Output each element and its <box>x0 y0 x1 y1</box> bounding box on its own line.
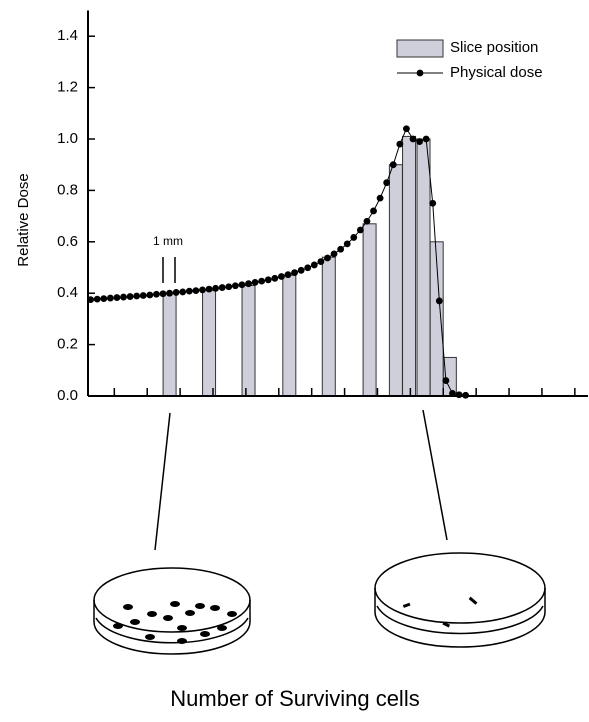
dose-point <box>343 240 351 248</box>
y-tick-label: 1.4 <box>57 27 78 44</box>
dose-point <box>370 207 377 215</box>
y-tick-label: 0.8 <box>57 181 78 198</box>
dose-point <box>455 391 463 399</box>
y-tick-label: 1.0 <box>57 130 78 147</box>
scale-label: 1 mm <box>153 234 183 248</box>
dose-point <box>350 234 358 241</box>
dish-few-cells <box>374 552 546 648</box>
dose-point <box>356 226 364 234</box>
dose-point <box>317 258 325 265</box>
dose-point <box>231 282 239 290</box>
bar <box>321 256 336 397</box>
pointer-line <box>154 412 171 551</box>
dose-point <box>93 295 101 303</box>
dose-point <box>238 281 246 289</box>
bar <box>162 292 177 397</box>
legend-swatch <box>416 69 424 77</box>
bar <box>202 290 217 397</box>
dose-point <box>199 286 206 294</box>
dose-point <box>284 271 292 279</box>
bar <box>282 274 297 397</box>
dose-point <box>324 254 331 262</box>
dose-point <box>153 290 160 298</box>
dose-point <box>120 293 127 301</box>
dose-point <box>396 140 404 148</box>
dose-point <box>297 266 305 274</box>
dose-point <box>106 294 114 302</box>
dose-point <box>166 289 173 297</box>
dose-point <box>185 287 193 295</box>
dose-point <box>212 284 220 292</box>
bar <box>416 138 431 397</box>
dose-point <box>278 273 285 280</box>
bar <box>241 284 256 397</box>
dose-point <box>146 291 154 299</box>
y-tick-label: 0.0 <box>57 387 78 404</box>
bar <box>388 164 403 397</box>
dose-point <box>100 295 108 302</box>
dose-point <box>192 287 200 295</box>
legend-label: Physical dose <box>450 64 543 81</box>
dish-many-cells <box>93 567 251 655</box>
dose-point <box>291 269 298 277</box>
dose-point <box>139 292 147 299</box>
dose-point <box>245 280 252 288</box>
dose-point <box>435 297 443 305</box>
dose-point <box>429 199 437 207</box>
bar <box>402 135 417 397</box>
dose-point <box>337 245 345 253</box>
dose-point <box>310 261 318 269</box>
pointer-line <box>422 409 448 541</box>
dose-point <box>205 285 213 293</box>
dose-point <box>363 217 371 225</box>
dose-point <box>113 294 121 301</box>
dose-point <box>172 289 180 296</box>
dose-point <box>389 161 397 169</box>
y-tick-label: 1.2 <box>57 79 78 96</box>
dose-point <box>126 293 134 300</box>
bar <box>362 223 377 397</box>
y-tick-label: 0.4 <box>57 284 78 301</box>
dose-point <box>133 292 141 300</box>
dose-point <box>416 138 423 145</box>
dose-point <box>218 284 226 291</box>
dose-point <box>422 135 430 143</box>
dose-point <box>159 290 167 298</box>
dose-point <box>258 277 266 285</box>
dose-point <box>330 250 338 258</box>
dose-point <box>403 125 410 133</box>
dose-point <box>383 179 391 187</box>
dose-point <box>271 274 279 282</box>
dose-point <box>409 135 417 143</box>
dose-point <box>179 288 187 296</box>
y-axis-label: Relative Dose <box>15 173 32 266</box>
y-tick-label: 0.2 <box>57 336 78 353</box>
dose-point <box>264 276 272 284</box>
legend-label: Slice position <box>450 39 538 56</box>
dose-point <box>376 194 384 202</box>
dose-point <box>251 279 259 286</box>
y-tick-label: 0.6 <box>57 233 78 250</box>
plot <box>87 125 470 399</box>
dose-point <box>442 377 450 384</box>
dose-point <box>304 264 312 272</box>
caption: Number of Surviving cells <box>170 686 419 711</box>
legend-swatch <box>396 39 444 58</box>
dose-point <box>225 283 233 291</box>
